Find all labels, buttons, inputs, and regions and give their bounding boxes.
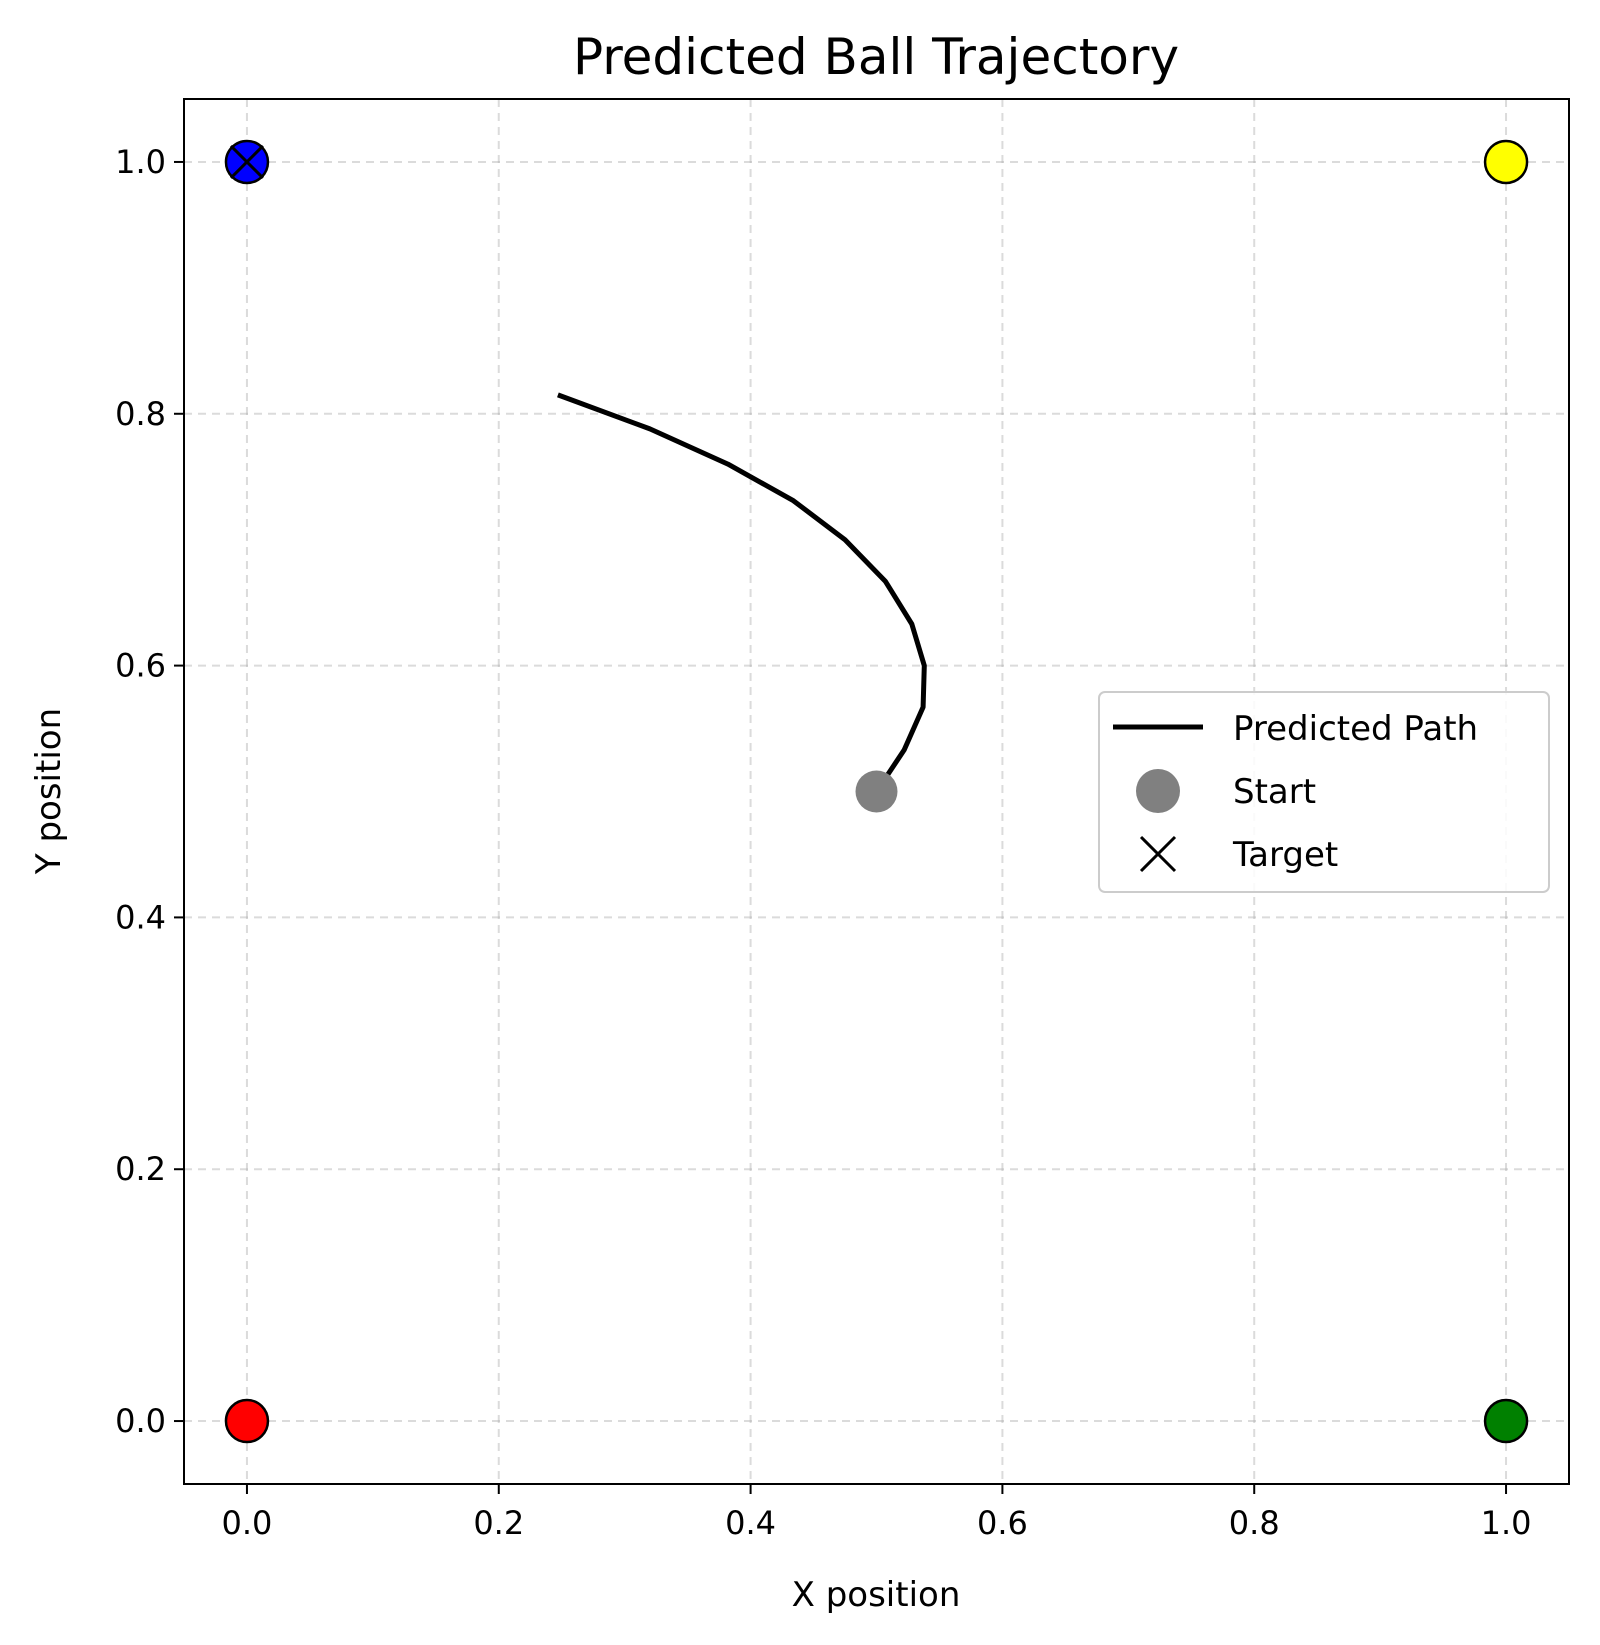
target-marker (229, 144, 265, 180)
y-tick-label: 0.2 (115, 1150, 166, 1188)
plot-frame (183, 98, 1570, 1485)
x-axis-label: X position (792, 1575, 961, 1615)
x-tick-label: 0.8 (1229, 1504, 1280, 1542)
grid-lines (184, 99, 1569, 1484)
y-axis-label: Y position (29, 708, 69, 875)
y-tick-label: 0.4 (115, 898, 166, 936)
y-tick-label: 1.0 (115, 143, 166, 181)
chart-title: Predicted Ball Trajectory (573, 28, 1179, 86)
legend: Predicted Path Start Target (1098, 691, 1550, 893)
predicted-path-line (557, 392, 927, 793)
x-tick-label: 0.6 (977, 1504, 1028, 1542)
y-tick-label: 0.8 (115, 395, 166, 433)
x-tick-label: 0.0 (222, 1504, 273, 1542)
corner-point (1483, 139, 1529, 185)
legend-box (1098, 691, 1550, 893)
x-tick-label: 0.2 (473, 1504, 524, 1542)
x-tick-label: 0.4 (725, 1504, 776, 1542)
legend-label-start: Start (1233, 772, 1316, 812)
y-tick-label: 0.0 (115, 1402, 166, 1440)
axis-ticks: 0.0 0.2 0.4 0.6 0.8 1.0 0.0 0.2 0.4 0.6 0.8 1.0 (115, 143, 1531, 1542)
legend-label-predicted-path: Predicted Path (1233, 709, 1478, 749)
start-point (855, 770, 898, 813)
y-tick-label: 0.6 (115, 647, 166, 685)
x-tick-label: 1.0 (1481, 1504, 1532, 1542)
legend-target-swatch (1139, 835, 1177, 873)
data-series (229, 144, 927, 813)
corner-point (224, 1398, 270, 1444)
legend-label-target: Target (1232, 835, 1338, 875)
corner-point (1483, 1398, 1529, 1444)
legend-start-swatch (1136, 769, 1180, 813)
